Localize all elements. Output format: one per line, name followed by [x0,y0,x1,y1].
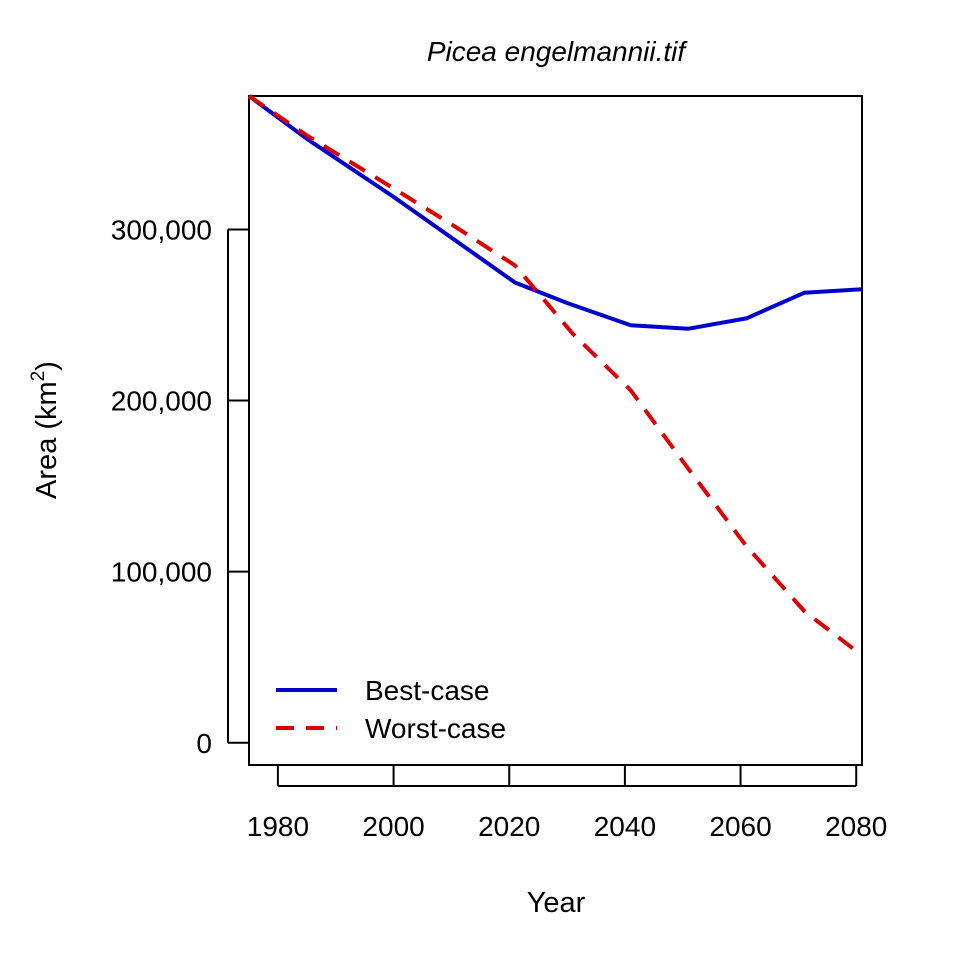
series-line-worst-case [247,94,864,658]
series-layer [247,94,864,658]
x-axis-title: Year [527,887,586,919]
x-tick-label: 2080 [825,811,887,842]
y-tick-label: 300,000 [111,214,212,245]
y-axis-title-base: Area (km [31,381,63,499]
y-axis-title-suffix: ) [31,361,63,371]
chart-title: Picea engelmannii.tif [427,36,689,67]
y-tick-label: 100,000 [111,557,212,588]
x-tick-label: 1980 [247,811,309,842]
y-tick-label: 200,000 [111,386,212,417]
y-axis-title-superscript: 2 [28,371,49,382]
x-tick-label: 2060 [709,811,771,842]
x-tick-label: 2020 [478,811,540,842]
plot-box [248,95,863,766]
y-axis: 0 100,000 200,000 300,000 [111,214,249,759]
x-axis: 1980 2000 2020 2040 2060 2080 [247,765,887,842]
y-axis-title: Area (km2) [28,361,63,499]
legend-label-worst-case: Worst-case [365,713,506,744]
series-line-best-case [247,94,863,331]
legend-label-best-case: Best-case [365,675,490,706]
x-tick-label: 2000 [362,811,424,842]
legend: Best-case Worst-case [276,675,506,744]
y-tick-label: 0 [196,728,212,759]
x-tick-label: 2040 [594,811,656,842]
